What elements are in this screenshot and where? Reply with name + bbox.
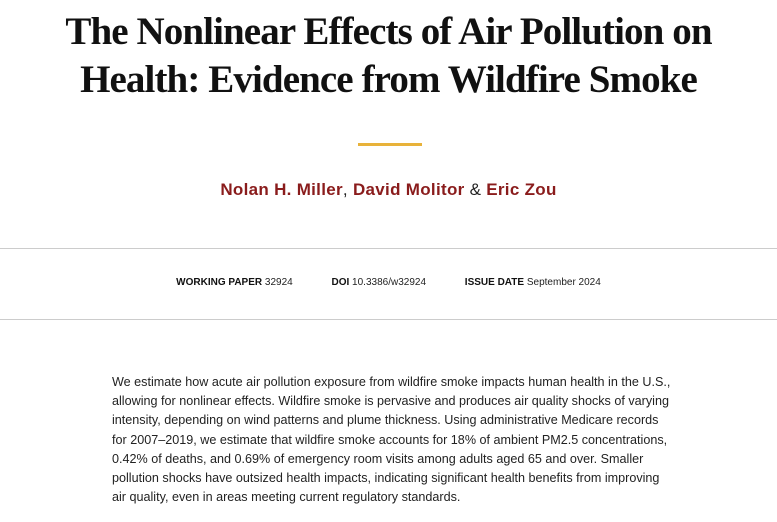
meta-value: 32924 xyxy=(264,277,293,288)
meta-item: WORKING PAPER 32924 xyxy=(176,277,293,288)
meta-label: WORKING PAPER xyxy=(176,277,263,288)
divider xyxy=(0,248,777,249)
author-link[interactable]: Eric Zou xyxy=(486,180,557,199)
meta-label: DOI xyxy=(331,277,350,288)
meta-value: 10.3386/w32924 xyxy=(352,277,427,288)
divider xyxy=(0,319,777,320)
separator: & xyxy=(469,180,482,199)
separator: , xyxy=(342,180,348,199)
meta-item: DOI 10.3386/w32924 xyxy=(331,277,426,288)
meta-item: ISSUE DATE September 2024 xyxy=(465,277,601,288)
title-line: The Nonlinear Effects of Air Pollution o… xyxy=(65,10,712,53)
accent-rule xyxy=(358,143,422,146)
abstract: We estimate how acute air pollution expo… xyxy=(112,375,671,505)
title-line: Health: Evidence from Wildfire Smoke xyxy=(80,58,698,101)
author-link[interactable]: David Molitor xyxy=(352,180,465,199)
paper-meta: WORKING PAPER 32924 DOI 10.3386/w32924 I… xyxy=(0,277,777,288)
meta-value: September 2024 xyxy=(526,277,601,288)
author-list: Nolan H. Miller, David Molitor & Eric Zo… xyxy=(0,180,777,200)
author-link[interactable]: Nolan H. Miller xyxy=(220,180,343,199)
paper-title: The Nonlinear Effects of Air Pollution o… xyxy=(0,8,777,104)
meta-label: ISSUE DATE xyxy=(464,277,525,288)
